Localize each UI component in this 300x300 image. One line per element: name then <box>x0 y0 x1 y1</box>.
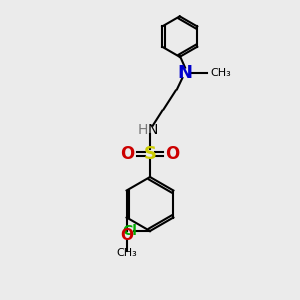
Text: H: H <box>137 123 148 137</box>
Text: CH₃: CH₃ <box>211 68 232 78</box>
Text: N: N <box>148 123 158 137</box>
Text: S: S <box>143 145 157 163</box>
Text: Cl: Cl <box>122 224 137 238</box>
Text: O: O <box>121 145 135 163</box>
Text: O: O <box>120 227 133 242</box>
Text: CH₃: CH₃ <box>116 248 137 258</box>
Text: O: O <box>165 145 179 163</box>
Text: N: N <box>178 64 193 82</box>
